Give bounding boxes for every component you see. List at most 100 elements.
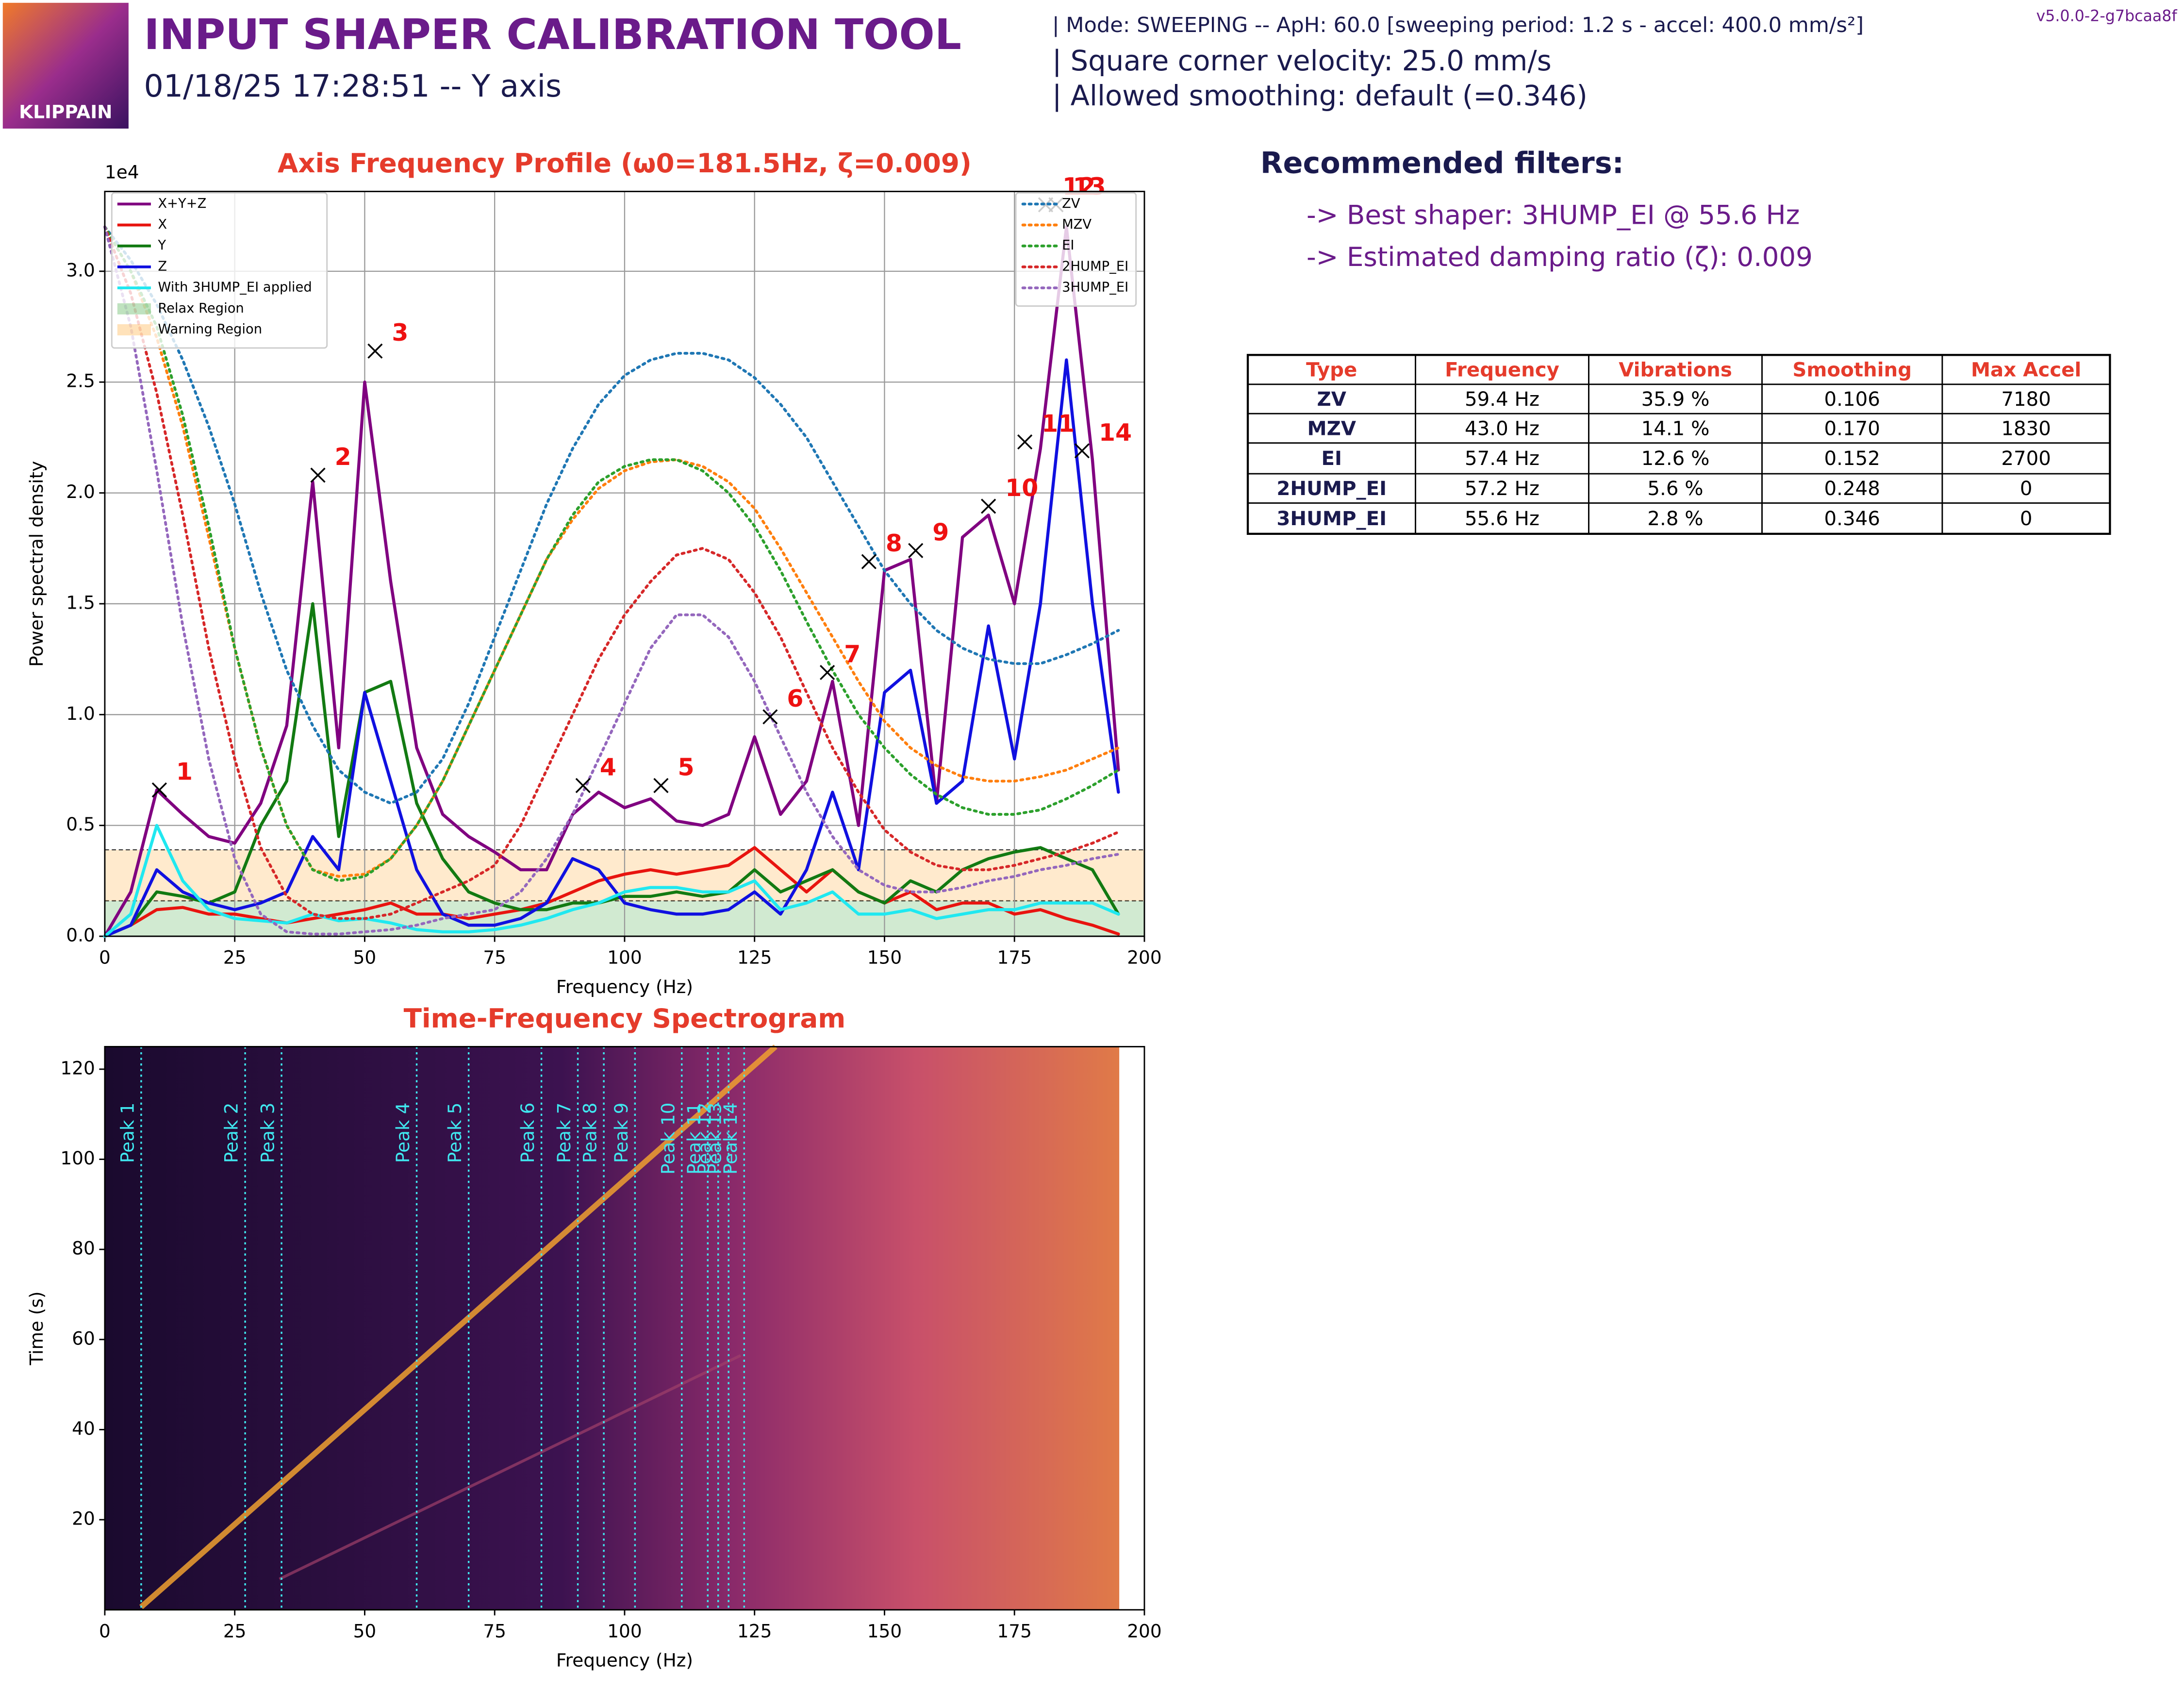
chart-title: Time-Frequency Spectrogram: [404, 1003, 846, 1034]
x-tick-label: 175: [997, 947, 1032, 968]
legend-swatch: [117, 324, 151, 336]
peak-label: Peak 5: [444, 1103, 465, 1163]
table-cell: 55.6 Hz: [1465, 507, 1539, 530]
table-cell: 2700: [2001, 447, 2051, 470]
table-cell: 35.9 %: [1641, 388, 1710, 411]
legend-label: X: [158, 217, 167, 232]
peak-marker: [653, 778, 669, 794]
table-cell: 12.6 %: [1641, 447, 1710, 470]
x-tick-label: 75: [483, 1620, 506, 1641]
info-line: | Mode: SWEEPING -- ApH: 60.0 [sweeping …: [1052, 13, 1864, 37]
table-cell: 1830: [2001, 417, 2051, 440]
x-tick-label: 175: [997, 1620, 1032, 1641]
table-cell: 3HUMP_EI: [1276, 507, 1387, 530]
peak-marker: [762, 709, 778, 725]
peak-marker: [1074, 443, 1090, 459]
y-tick-label: 80: [72, 1238, 95, 1259]
logo-text: KLIPPAIN: [19, 101, 112, 123]
x-axis-label: Frequency (Hz): [556, 976, 693, 997]
table-cell: MZV: [1307, 417, 1357, 440]
subtitle: 01/18/25 17:28:51 -- Y axis: [144, 68, 562, 104]
table-cell: EI: [1321, 447, 1342, 470]
peak-label: Peak 14: [720, 1103, 741, 1175]
peak-label: 14: [1099, 419, 1132, 447]
plot-frame: [104, 1046, 1145, 1611]
peak-marker: [367, 343, 383, 359]
plot-frame: [104, 191, 1145, 937]
x-tick-label: 100: [607, 1620, 642, 1641]
info-line: | Allowed smoothing: default (=0.346): [1052, 80, 1588, 112]
filter-line: -> Best shaper: 3HUMP_EI @ 55.6 Hz: [1307, 199, 1800, 230]
legend-label: X+Y+Z: [158, 196, 206, 211]
peak-label: Peak 4: [392, 1103, 414, 1163]
chart-title: Axis Frequency Profile (ω0=181.5Hz, ζ=0.…: [278, 148, 972, 179]
version: v5.0.0-2-g7bcaa8f: [2036, 8, 2178, 25]
table-cell: 57.4 Hz: [1465, 447, 1539, 470]
table-header: Frequency: [1445, 358, 1559, 381]
x-tick-label: 150: [867, 1620, 902, 1641]
x-tick-label: 50: [353, 947, 377, 968]
peak-label: Peak 2: [221, 1103, 242, 1163]
peak-label: 9: [932, 518, 949, 546]
legend-label: 2HUMP_EI: [1062, 259, 1128, 274]
peak-marker: [1017, 434, 1033, 450]
table-cell: 7180: [2001, 388, 2051, 411]
axis-offset: 1e4: [105, 162, 139, 183]
series-line: [103, 824, 1120, 938]
legend-label: With 3HUMP_EI applied: [158, 280, 312, 295]
x-tick-label: 200: [1127, 1620, 1161, 1641]
table-cell: 59.4 Hz: [1465, 388, 1539, 411]
x-tick-label: 125: [737, 1620, 772, 1641]
peak-label: 10: [1005, 474, 1038, 502]
table-header: Type: [1306, 358, 1357, 381]
peak-marker: [981, 498, 996, 514]
table-cell: 0.248: [1824, 477, 1880, 500]
legend-label: Y: [157, 238, 166, 253]
x-tick-label: 125: [737, 947, 772, 968]
peak-label: 8: [886, 530, 902, 557]
legend-box: [1015, 192, 1137, 307]
table-cell: 5.6 %: [1647, 477, 1703, 500]
series-line: [103, 225, 1120, 882]
peak-label: Peak 9: [611, 1103, 632, 1163]
peak-label: Peak 8: [579, 1103, 601, 1163]
peak-label: 5: [678, 753, 694, 781]
peak-marker: [575, 778, 591, 794]
y-tick-label: 100: [60, 1147, 95, 1169]
legend-label: 3HUMP_EI: [1062, 280, 1128, 295]
peak-label: Peak 7: [553, 1103, 575, 1163]
series-line: [103, 225, 1120, 938]
page-title: INPUT SHAPER CALIBRATION TOOL: [144, 11, 961, 59]
peak-label: 2: [335, 443, 351, 471]
peak-label: Peak 1: [116, 1103, 138, 1163]
y-tick-label: 2.5: [66, 370, 95, 392]
y-tick-label: 40: [72, 1418, 95, 1439]
spectrogram-sweep: [139, 1044, 778, 1609]
table-cell: 0.346: [1824, 507, 1880, 530]
peak-marker: [151, 782, 167, 798]
table-cell: 2HUMP_EI: [1276, 477, 1387, 500]
table-cell: 0: [2020, 477, 2033, 500]
peak-label: Peak 11: [683, 1103, 705, 1175]
x-tick-label: 150: [867, 947, 902, 968]
x-tick-label: 25: [223, 947, 247, 968]
series-line: [103, 225, 1120, 805]
legend-swatch: [117, 303, 151, 315]
logo: [2, 2, 129, 129]
peak-label: 3: [392, 319, 408, 347]
peak-label: 7: [844, 640, 860, 668]
y-tick-label: 2.0: [66, 481, 95, 502]
table-cell: 0.170: [1824, 417, 1880, 440]
series-line: [103, 602, 1120, 938]
legend-label: Relax Region: [158, 301, 244, 316]
table-header: Vibrations: [1619, 358, 1732, 381]
peak-label: Peak 13: [704, 1103, 726, 1175]
table-cell: 0.152: [1824, 447, 1880, 470]
table-header: Max Accel: [1971, 358, 2081, 381]
peak-label: 11: [1042, 410, 1075, 437]
peak-label: 6: [787, 685, 803, 713]
y-tick-label: 20: [72, 1508, 95, 1529]
y-tick-label: 3.0: [66, 259, 95, 281]
